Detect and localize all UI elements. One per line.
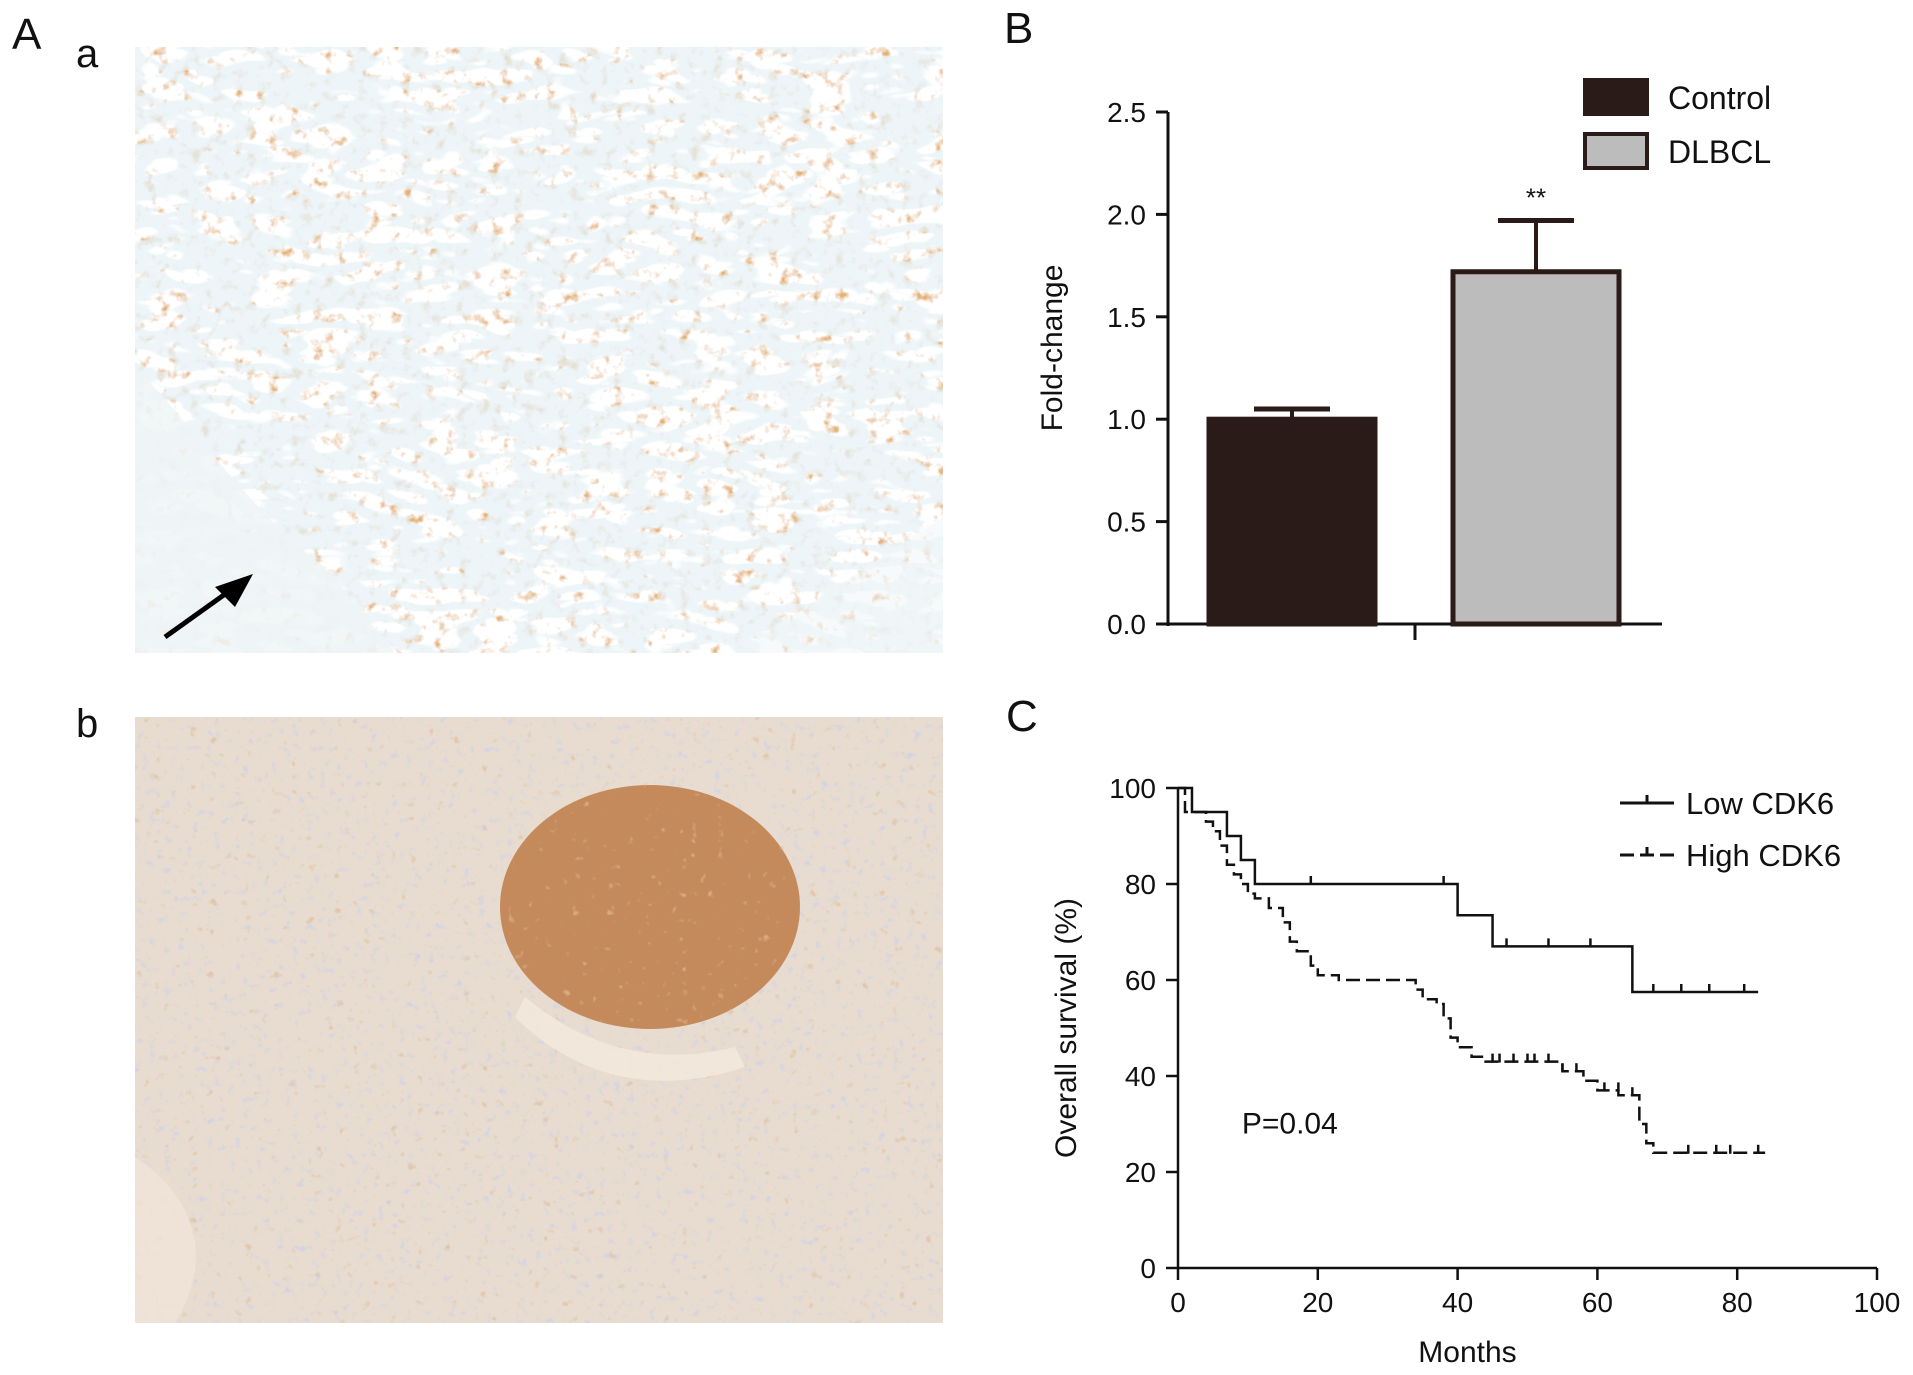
legend-swatch	[1583, 132, 1649, 170]
arrow-icon	[163, 574, 253, 640]
x-axis-label: Months	[1418, 1336, 1516, 1369]
y-tick-label: 20	[1125, 1157, 1156, 1188]
y-tick-label: 100	[1109, 773, 1156, 804]
x-tick-label: 0	[1170, 1287, 1186, 1318]
sublabel-a: a	[76, 32, 99, 76]
p-value-label: P=0.04	[1242, 1108, 1338, 1141]
y-tick-label: 80	[1125, 869, 1156, 900]
y-tick-label: 2.0	[1107, 199, 1146, 230]
panel-letter-c: C	[1006, 692, 1038, 741]
x-tick-label: 80	[1722, 1287, 1753, 1318]
x-tick-label: 100	[1854, 1287, 1901, 1318]
legend-label: Low CDK6	[1686, 786, 1834, 821]
y-tick-label: 1.0	[1107, 404, 1146, 435]
bar-control	[1206, 416, 1378, 627]
y-tick-label: 0.0	[1107, 609, 1146, 640]
sublabel-b: b	[76, 702, 99, 746]
x-tick-label: 60	[1582, 1287, 1613, 1318]
legend-label: Control	[1668, 80, 1771, 116]
significance-label: **	[1526, 183, 1546, 213]
y-axis-label: Overall survival (%)	[1050, 898, 1083, 1158]
x-tick-label: 40	[1442, 1287, 1473, 1318]
survival-line-low	[1178, 786, 1759, 994]
micrograph-a	[135, 47, 943, 653]
y-tick-label: 40	[1125, 1061, 1156, 1092]
panel-letter-b: B	[1004, 4, 1034, 53]
y-tick-label: 2.5	[1107, 97, 1146, 128]
y-tick-label: 0	[1140, 1253, 1156, 1284]
y-tick-label: 1.5	[1107, 302, 1146, 333]
legend-label: High CDK6	[1686, 838, 1841, 873]
legend-swatch	[1583, 78, 1649, 116]
legend-label: DLBCL	[1668, 134, 1771, 170]
y-tick-label: 60	[1125, 965, 1156, 996]
micrograph-b	[135, 717, 943, 1323]
y-axis-label: Fold-change	[1036, 265, 1069, 432]
survival-line-high	[1178, 786, 1766, 1155]
bar-dlbcl	[1450, 269, 1622, 627]
x-tick-label: 20	[1302, 1287, 1333, 1318]
bar-chart-fold-change: 0.0 0.5 1.0 1.5 2.0 2.5 Fold-change ** Control DL…	[1036, 78, 1771, 640]
panel-letter-a: A	[12, 10, 42, 59]
y-tick-label: 0.5	[1107, 507, 1146, 538]
